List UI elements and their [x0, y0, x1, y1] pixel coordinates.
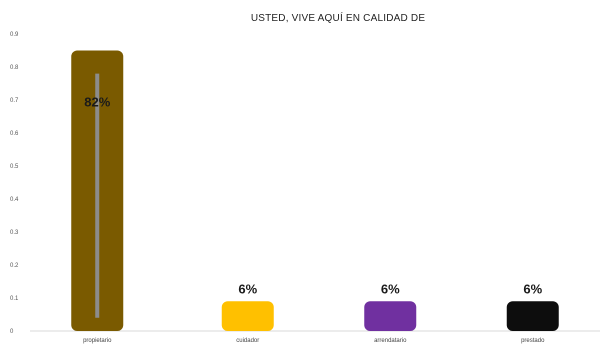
category-label-propietario: propietario — [83, 338, 112, 344]
category-label-cuidador: cuidador — [236, 338, 259, 344]
data-label-arrendatario: 6% — [381, 281, 400, 296]
y-tick-label-9: 0.9 — [10, 32, 19, 38]
category-label-prestado: prestado — [521, 338, 545, 344]
data-label-prestado: 6% — [523, 281, 542, 296]
bar-cuidador — [221, 301, 274, 331]
y-tick-label-4: 0.4 — [10, 197, 19, 203]
y-tick-label-6: 0.6 — [10, 131, 19, 137]
y-tick-label-5: 0.5 — [10, 164, 19, 170]
chart-title: USTED, VIVE AQUÍ EN CALIDAD DE — [251, 11, 426, 24]
y-tick-label-0: 0 — [10, 329, 14, 335]
bars — [71, 50, 559, 331]
y-tick-label-7: 0.7 — [10, 98, 19, 104]
data-labels: 82% 6% 6% 6% — [84, 95, 542, 297]
data-label-propietario: 82% — [84, 95, 110, 110]
data-label-cuidador: 6% — [238, 281, 257, 296]
bar-arrendatario — [364, 301, 417, 331]
y-tick-label-2: 0.2 — [10, 263, 19, 269]
category-label-arrendatario: arrendatario — [374, 338, 407, 344]
y-tick-label-3: 0.3 — [10, 230, 19, 236]
y-tick-label-1: 0.1 — [10, 296, 19, 302]
bar-prestado — [506, 301, 559, 331]
y-axis: 0 0.1 0.2 0.3 0.4 0.5 0.6 0.7 0.8 0.9 — [10, 32, 19, 335]
category-labels: propietario cuidador arrendatario prestado — [83, 338, 545, 344]
y-tick-label-8: 0.8 — [10, 65, 19, 71]
